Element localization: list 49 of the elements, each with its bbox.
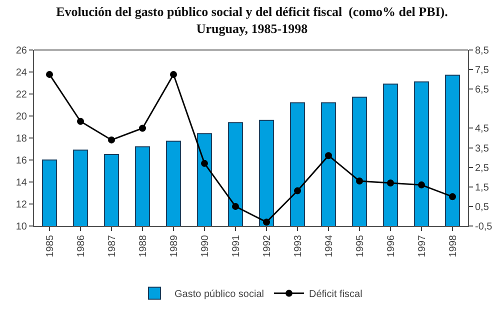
x-tick-label: 1991: [230, 234, 242, 258]
y2-tick-label: 0,5: [475, 202, 490, 213]
legend-label: Gasto público social: [174, 289, 264, 300]
point: [77, 118, 84, 125]
y2-tick-label: 2,5: [475, 162, 490, 174]
x-tick-label: 1992: [262, 234, 273, 258]
y2-tick-label: 1,5: [475, 182, 490, 194]
point: [325, 152, 332, 160]
x-tick-label: 1986: [76, 234, 87, 258]
point: [294, 187, 301, 194]
x-tick-label: 1990: [200, 234, 211, 258]
point: [108, 136, 115, 144]
point: [232, 202, 239, 210]
point: [418, 181, 425, 188]
point: [356, 178, 363, 185]
y2-tick-label: 8,5: [475, 46, 490, 56]
y2-tick-label: 4,5: [475, 124, 490, 135]
y-tick-label: 24: [16, 68, 28, 78]
x-tick-label: 1993: [292, 234, 304, 258]
y2-tick-label: 7,5: [475, 65, 490, 76]
x-tick-label: 1989: [168, 234, 180, 258]
y2-tick-label: 3,5: [475, 143, 490, 154]
y-tick-label: 22: [16, 90, 28, 100]
point: [46, 70, 53, 78]
x-tick-label: 1985: [44, 234, 56, 258]
x-tick-label: 1994: [324, 234, 335, 258]
point: [139, 124, 146, 132]
y2-tick-label: 6,5: [475, 84, 490, 96]
legend-label: Déficit fiscal: [309, 289, 362, 300]
y-tick-label: 26: [16, 46, 28, 56]
point: [449, 193, 456, 200]
point: [201, 160, 208, 167]
x-tick-label: 1987: [106, 234, 118, 258]
y-tick-label: 14: [16, 178, 28, 188]
y-tick-label: 10: [16, 222, 28, 232]
point: [263, 218, 270, 226]
x-tick-label: 1995: [354, 234, 366, 258]
y-tick-label: 20: [16, 112, 28, 122]
chart-title: Evolución del gasto público social y del déficit fiscal (como% del PBI). Uruguay, 1985-1998: [56, 4, 448, 36]
point: [387, 179, 394, 186]
y2-tick-label: -0,5: [475, 222, 493, 232]
x-tick-label: 1988: [138, 234, 149, 258]
point: [170, 70, 177, 78]
y-tick-label: 16: [16, 156, 28, 166]
y-tick-label: 12: [16, 200, 28, 210]
y-tick-label: 18: [16, 134, 28, 144]
x-tick-label: 1997: [416, 234, 428, 258]
x-tick-label: 1998: [448, 234, 459, 258]
x-tick-label: 1996: [386, 234, 397, 258]
